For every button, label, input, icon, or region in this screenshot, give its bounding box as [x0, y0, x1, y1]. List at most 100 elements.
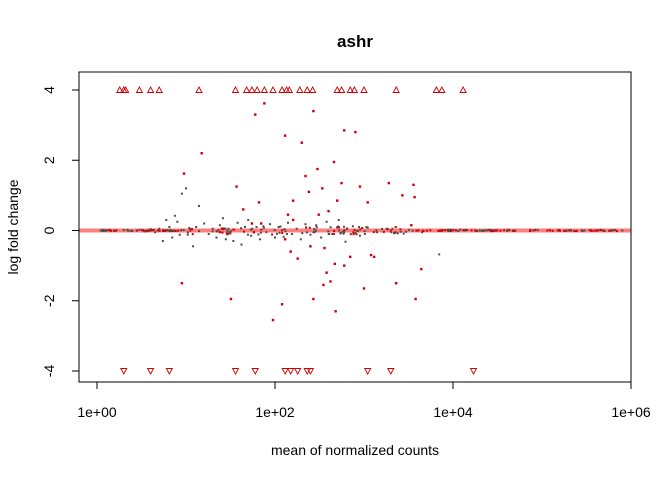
clipped-down-marker	[146, 368, 155, 375]
clipped-down-marker	[293, 368, 302, 375]
gene-point-nonsig	[309, 233, 312, 236]
clipped-down-marker	[286, 368, 295, 375]
gene-point-nonsig	[247, 218, 250, 221]
gene-point	[386, 228, 389, 231]
gene-point-nonsig	[274, 236, 276, 239]
gene-point	[568, 229, 571, 232]
gene-point	[534, 228, 537, 231]
gene-point-nonsig	[99, 229, 102, 232]
gene-point	[382, 230, 385, 233]
gene-point	[489, 228, 492, 231]
gene-point	[506, 229, 509, 232]
gene-point-sig	[323, 246, 326, 250]
gene-point	[466, 229, 469, 232]
gene-point-nonsig	[583, 229, 586, 232]
gene-point	[218, 231, 221, 234]
gene-point-nonsig	[366, 226, 369, 229]
x-axis-label: mean of normalized counts	[271, 442, 439, 458]
clipped-up-marker	[155, 86, 163, 93]
clipped-up-marker	[432, 86, 441, 93]
gene-point	[217, 228, 220, 231]
gene-point	[246, 233, 249, 236]
gene-point	[148, 229, 151, 232]
gene-point-nonsig	[259, 238, 262, 241]
gene-point	[186, 231, 189, 234]
gene-point-sig	[322, 283, 325, 287]
gene-point-sig	[420, 267, 423, 271]
gene-point-nonsig	[207, 233, 210, 236]
gene-point	[271, 233, 274, 236]
gene-point-nonsig	[131, 229, 134, 232]
gene-point	[102, 228, 105, 231]
y-axis: -4 -2 0 2 4	[41, 86, 80, 378]
gene-point	[375, 229, 378, 232]
gene-point-nonsig	[236, 221, 239, 224]
gene-point	[327, 230, 330, 233]
gene-point	[573, 230, 576, 233]
gene-point-sig	[200, 152, 203, 155]
gene-point	[417, 229, 420, 232]
gene-point-sig	[343, 264, 346, 267]
y-tick-label: -4	[41, 365, 57, 378]
gene-point	[278, 231, 281, 234]
gene-point	[102, 229, 105, 232]
gene-point	[405, 230, 408, 233]
gene-point	[363, 233, 366, 236]
gene-point	[260, 228, 263, 231]
gene-point-nonsig	[180, 192, 183, 195]
gene-point	[354, 231, 357, 234]
gene-point-sig	[334, 310, 337, 313]
gene-point	[283, 228, 286, 231]
gene-point-sig	[250, 222, 254, 225]
clipped-up-marker	[360, 86, 368, 93]
gene-point	[225, 232, 228, 235]
clipped-down-marker	[120, 368, 128, 375]
gene-point	[305, 226, 308, 229]
gene-point-sig	[260, 222, 263, 225]
clipped-up-marker	[242, 86, 251, 93]
gene-point	[492, 229, 495, 232]
gene-point-sig	[182, 172, 186, 175]
gene-point	[596, 229, 599, 232]
gene-point-nonsig	[240, 243, 243, 246]
gene-point	[156, 229, 159, 232]
gene-point-sig	[414, 297, 417, 301]
gene-point	[127, 229, 130, 232]
gene-point-nonsig	[185, 187, 187, 190]
gene-point	[167, 229, 170, 232]
gene-point-nonsig	[176, 220, 179, 223]
clipped-up-marker	[308, 86, 317, 93]
gene-point	[359, 228, 362, 231]
gene-point-sig	[235, 185, 238, 188]
gene-point	[172, 229, 175, 232]
gene-point-nonsig	[358, 234, 361, 237]
gene-point	[355, 233, 358, 236]
gene-point	[546, 229, 549, 232]
gene-point	[399, 228, 402, 231]
clipped-up-marker	[392, 86, 400, 93]
gene-point-nonsig	[603, 229, 606, 232]
gene-point	[615, 230, 618, 233]
gene-point	[451, 229, 454, 232]
clipped-down-marker	[306, 368, 315, 375]
gene-point	[588, 229, 591, 232]
gene-point-sig	[312, 297, 315, 301]
gene-point	[342, 232, 345, 235]
gene-point-sig	[387, 181, 391, 185]
x-tick-label: 1e+00	[77, 404, 117, 420]
gene-point	[390, 231, 393, 234]
gene-point	[335, 226, 338, 229]
gene-point-nonsig	[188, 227, 191, 230]
gene-point	[476, 230, 479, 233]
x-tick-label: 1e+04	[433, 404, 473, 420]
gene-point-nonsig	[265, 231, 268, 234]
gene-point	[462, 229, 465, 232]
gene-point-sig	[340, 181, 343, 185]
gene-point-sig	[333, 262, 337, 266]
gene-point	[273, 229, 276, 232]
gene-point-sig	[312, 109, 315, 113]
clipped-up-marker	[253, 86, 261, 93]
gene-point	[590, 230, 593, 233]
gene-point	[439, 229, 442, 232]
gene-point	[229, 232, 232, 235]
